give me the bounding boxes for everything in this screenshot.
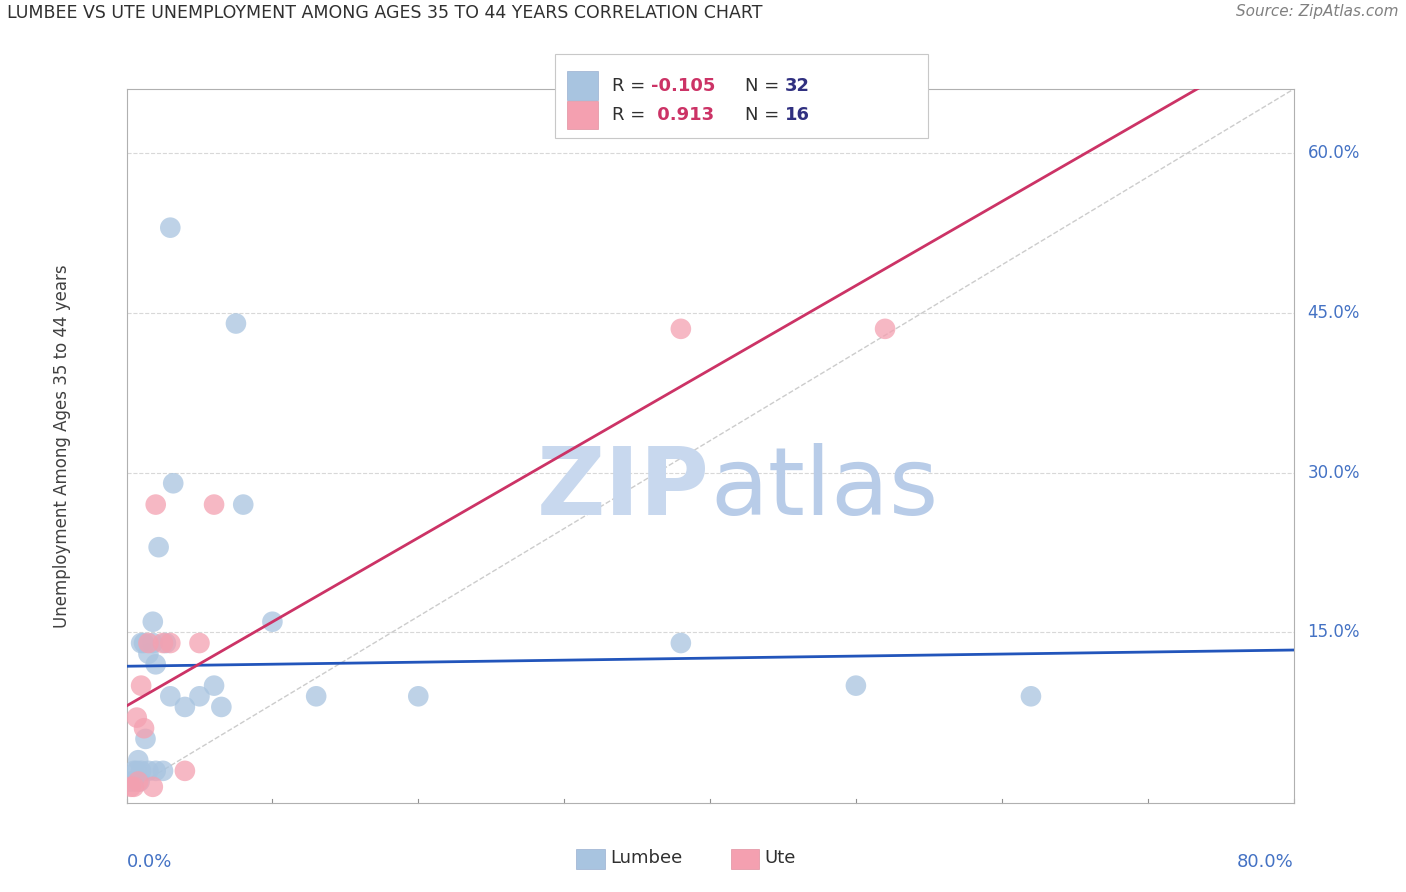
Point bbox=[159, 690, 181, 704]
Point bbox=[162, 476, 184, 491]
Point bbox=[138, 647, 160, 661]
Point bbox=[148, 540, 170, 554]
Point bbox=[142, 636, 165, 650]
Point bbox=[174, 764, 197, 778]
Point bbox=[125, 710, 148, 724]
Point bbox=[129, 764, 152, 778]
Point bbox=[845, 679, 868, 693]
Point bbox=[120, 774, 142, 789]
Point bbox=[129, 679, 152, 693]
Text: LUMBEE VS UTE UNEMPLOYMENT AMONG AGES 35 TO 44 YEARS CORRELATION CHART: LUMBEE VS UTE UNEMPLOYMENT AMONG AGES 35… bbox=[7, 4, 762, 22]
Text: Unemployment Among Ages 35 to 44 years: Unemployment Among Ages 35 to 44 years bbox=[53, 264, 72, 628]
Point bbox=[145, 498, 167, 512]
Text: 80.0%: 80.0% bbox=[1237, 853, 1294, 871]
Point bbox=[129, 636, 152, 650]
Point bbox=[174, 700, 197, 714]
Point bbox=[122, 780, 145, 794]
Point bbox=[134, 731, 156, 746]
Point bbox=[232, 498, 254, 512]
Text: 0.913: 0.913 bbox=[651, 106, 714, 124]
Point bbox=[669, 322, 692, 336]
Text: Lumbee: Lumbee bbox=[610, 849, 682, 867]
Text: R =: R = bbox=[612, 77, 651, 95]
Point bbox=[128, 774, 150, 789]
Point bbox=[159, 636, 181, 650]
Point bbox=[159, 220, 181, 235]
Text: N =: N = bbox=[745, 106, 785, 124]
Text: 32: 32 bbox=[785, 77, 810, 95]
Text: N =: N = bbox=[745, 77, 785, 95]
Point bbox=[145, 764, 167, 778]
Point bbox=[408, 690, 430, 704]
Point bbox=[138, 764, 160, 778]
Point bbox=[225, 317, 247, 331]
Text: R =: R = bbox=[612, 106, 651, 124]
Point bbox=[122, 774, 145, 789]
Point bbox=[202, 679, 225, 693]
Point bbox=[132, 636, 155, 650]
Point bbox=[188, 636, 211, 650]
Point bbox=[120, 780, 142, 794]
Point bbox=[1019, 690, 1042, 704]
Text: ZIP: ZIP bbox=[537, 442, 710, 535]
Point bbox=[132, 721, 155, 735]
Text: 15.0%: 15.0% bbox=[1308, 624, 1360, 641]
Point bbox=[669, 636, 692, 650]
Point bbox=[142, 615, 165, 629]
Point bbox=[152, 764, 174, 778]
Point bbox=[142, 780, 165, 794]
Point bbox=[122, 764, 145, 778]
Point bbox=[138, 636, 160, 650]
Text: Source: ZipAtlas.com: Source: ZipAtlas.com bbox=[1236, 4, 1399, 20]
Point bbox=[127, 753, 149, 767]
Point bbox=[209, 700, 232, 714]
Text: 16: 16 bbox=[785, 106, 810, 124]
Point bbox=[875, 322, 897, 336]
Text: Ute: Ute bbox=[765, 849, 796, 867]
Point bbox=[188, 690, 211, 704]
Point bbox=[127, 774, 149, 789]
Text: atlas: atlas bbox=[710, 442, 938, 535]
Text: -0.105: -0.105 bbox=[651, 77, 716, 95]
Point bbox=[155, 636, 177, 650]
Point bbox=[262, 615, 284, 629]
Point bbox=[152, 636, 174, 650]
Text: 60.0%: 60.0% bbox=[1308, 145, 1360, 162]
Text: 0.0%: 0.0% bbox=[127, 853, 172, 871]
Point bbox=[145, 657, 167, 672]
Text: 30.0%: 30.0% bbox=[1308, 464, 1360, 482]
Point bbox=[125, 764, 148, 778]
Point bbox=[305, 690, 328, 704]
Point bbox=[202, 498, 225, 512]
Text: 45.0%: 45.0% bbox=[1308, 304, 1360, 322]
